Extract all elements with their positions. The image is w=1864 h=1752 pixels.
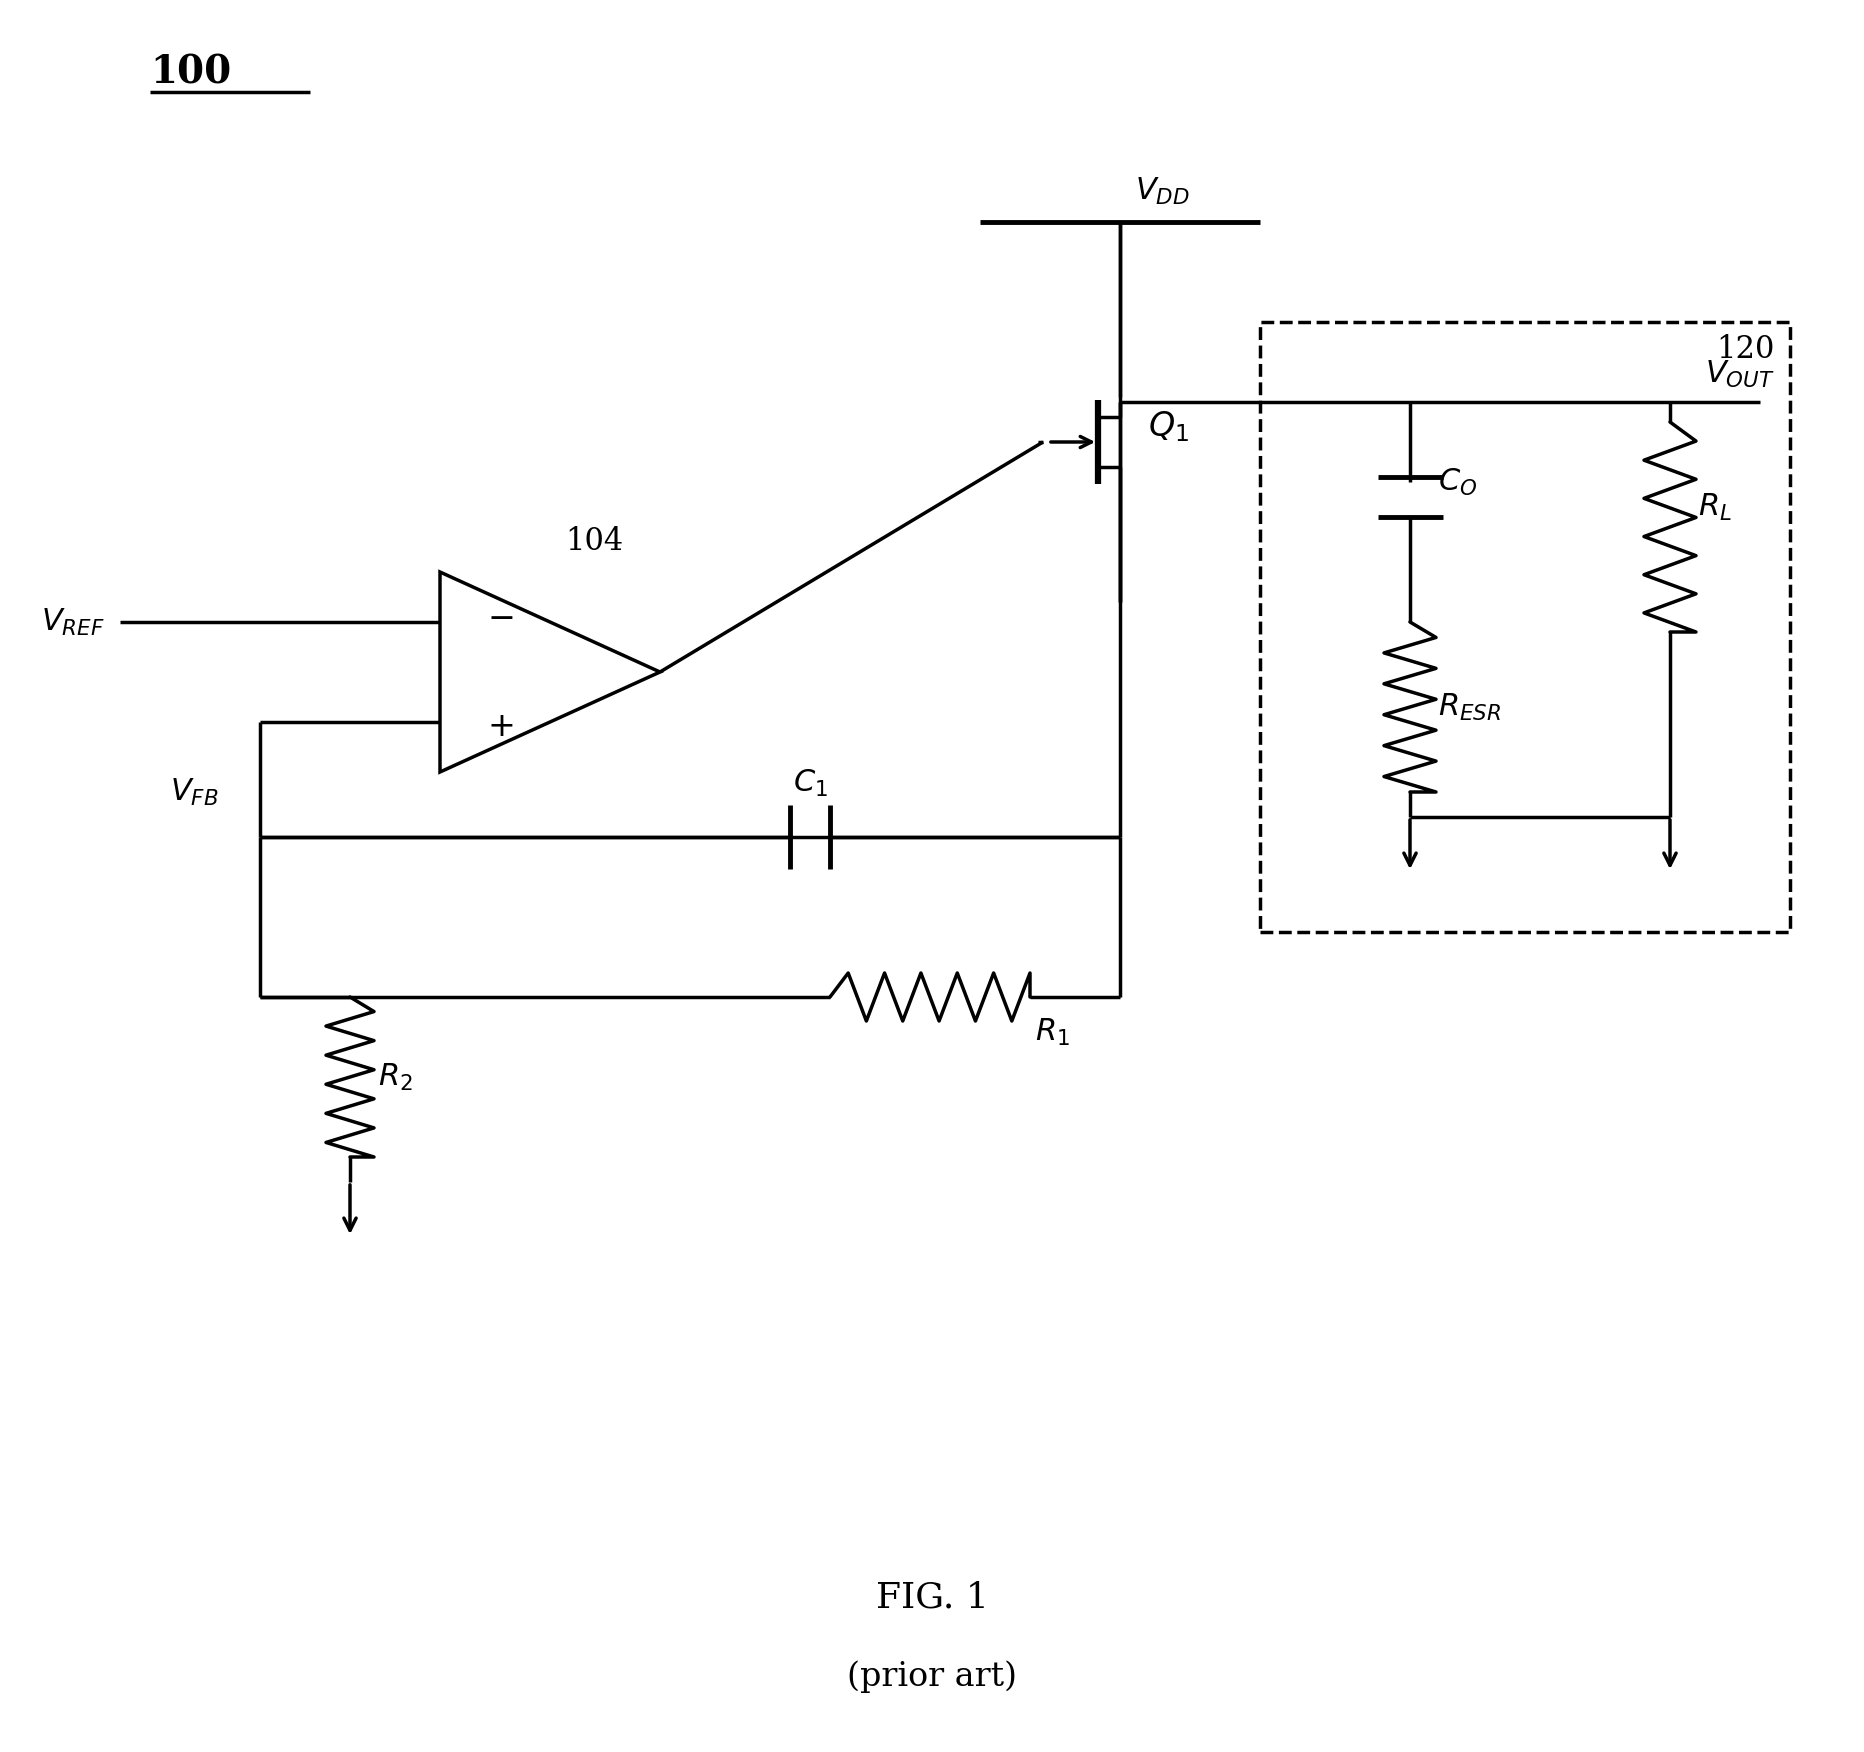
Text: 104: 104 (565, 526, 623, 557)
Text: FIG. 1: FIG. 1 (876, 1580, 988, 1614)
Text: $C_O$: $C_O$ (1437, 466, 1478, 498)
Text: $V_{DD}$: $V_{DD}$ (1135, 175, 1189, 207)
Text: $R_L$: $R_L$ (1698, 492, 1732, 522)
Text: $V_{FB}$: $V_{FB}$ (170, 776, 218, 808)
Text: (prior art): (prior art) (846, 1661, 1018, 1694)
Text: $-$: $-$ (487, 601, 513, 632)
Text: $V_{OUT}$: $V_{OUT}$ (1706, 359, 1775, 391)
Text: $R_2$: $R_2$ (378, 1062, 412, 1093)
Text: 120: 120 (1717, 335, 1775, 364)
Text: $R_1$: $R_1$ (1035, 1016, 1070, 1048)
Text: 100: 100 (149, 54, 231, 93)
Text: $R_{ESR}$: $R_{ESR}$ (1437, 692, 1501, 722)
Text: $V_{REF}$: $V_{REF}$ (41, 606, 104, 638)
Text: $+$: $+$ (487, 711, 513, 743)
Text: $Q_1$: $Q_1$ (1148, 410, 1189, 445)
Text: $C_1$: $C_1$ (792, 767, 828, 799)
